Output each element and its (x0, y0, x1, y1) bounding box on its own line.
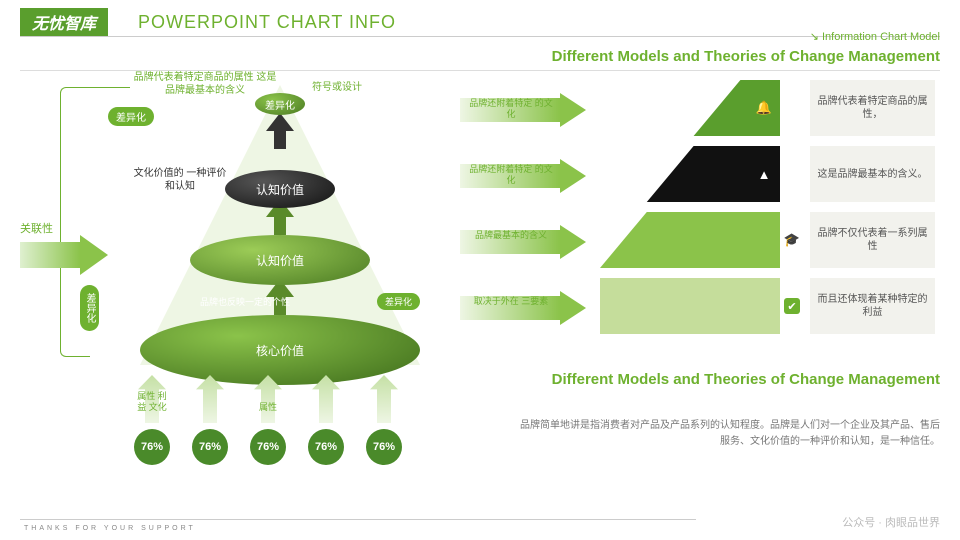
page-title: POWERPOINT CHART INFO (138, 12, 396, 33)
watermark: 公众号 · 肉眼品世界 (842, 514, 940, 530)
row-icon: 🎓 (780, 212, 804, 268)
footer: THANKS FOR YOUR SUPPORT (24, 525, 196, 532)
badge-tiny: 差异化 (377, 293, 420, 310)
row-icon: ✔ (780, 278, 804, 334)
arrow-right-icon (20, 235, 110, 275)
ellipse-upper: 认知价值 (225, 170, 335, 208)
paragraph: 品牌简单地讲是指消费者对产品及产品系列的认知程度。品牌是人们对一个企业及其产品、… (520, 418, 940, 450)
bottom-label: 属性 利益 文化 (137, 391, 167, 413)
funnel-segment (600, 278, 780, 334)
row-icon: 🔔 (760, 80, 784, 136)
row-desc: 这是品牌最基本的含义。 (810, 146, 935, 202)
funnel-row: 品牌还附着特定 的文化 ▲ 这是品牌最基本的含义。 (460, 144, 940, 204)
subheading-2: Different Models and Theories of Change … (540, 370, 940, 390)
funnel-segment (600, 146, 780, 202)
annotation-tiny: 品牌也反映一定的个性 (200, 297, 290, 309)
percent-circle: 76% (308, 429, 344, 465)
funnel-segment (600, 212, 780, 268)
row-arrow-label: 取决于外在 三要素 (466, 296, 556, 307)
bottom-label: 属性 (253, 402, 283, 413)
funnel-row: 品牌还附着特定 的文化 🔔 品牌代表着特定商品的属性， (460, 78, 940, 138)
row-arrow-label: 品牌还附着特定 的文化 (466, 98, 556, 120)
percent-circle: 76% (366, 429, 402, 465)
funnel-row: 取决于外在 三要素 ✔而且还体现着某种特定的利益 (460, 276, 940, 336)
badge-vertical: 差异化 (80, 285, 99, 331)
funnel-segment (600, 80, 780, 136)
row-icon: ▲ (760, 146, 784, 202)
pyramid-diagram: 品牌代表着特定商品的属性 这是品牌最基本的含义 差异化 符号或设计 文化价值的 … (20, 75, 450, 475)
pyramid: 核心价值 认知价值 认知价值 差异化 品牌也反映一定的个性 差异化 (130, 75, 430, 395)
divider (20, 36, 940, 37)
row-desc: 品牌不仅代表着一系列属性 (810, 212, 935, 268)
row-desc: 品牌代表着特定商品的属性， (810, 80, 935, 136)
percent-circle: 76% (134, 429, 170, 465)
logo: 无忧智库 (20, 8, 108, 36)
info-link[interactable]: ↘ Information Chart Model (810, 30, 940, 43)
ellipse-base: 核心价值 (140, 315, 420, 385)
left-arrow-label: 关联性 (20, 220, 53, 236)
ellipse-mid: 认知价值 (190, 235, 370, 285)
row-arrow-label: 品牌还附着特定 的文化 (466, 164, 556, 186)
ellipse-apex: 差异化 (255, 93, 305, 115)
row-arrow-label: 品牌最基本的含义 (466, 230, 556, 241)
row-desc: 而且还体现着某种特定的利益 (810, 278, 935, 334)
percent-circle: 76% (250, 429, 286, 465)
funnel-rows: 品牌还附着特定 的文化 🔔 品牌代表着特定商品的属性， 品牌还附着特定 的文化 ▲ 这是品… (460, 78, 940, 342)
funnel-row: 品牌最基本的含义 🎓品牌不仅代表着一系列属性 (460, 210, 940, 270)
percent-circle: 76% (192, 429, 228, 465)
subheading: Different Models and Theories of Change … (552, 48, 940, 65)
